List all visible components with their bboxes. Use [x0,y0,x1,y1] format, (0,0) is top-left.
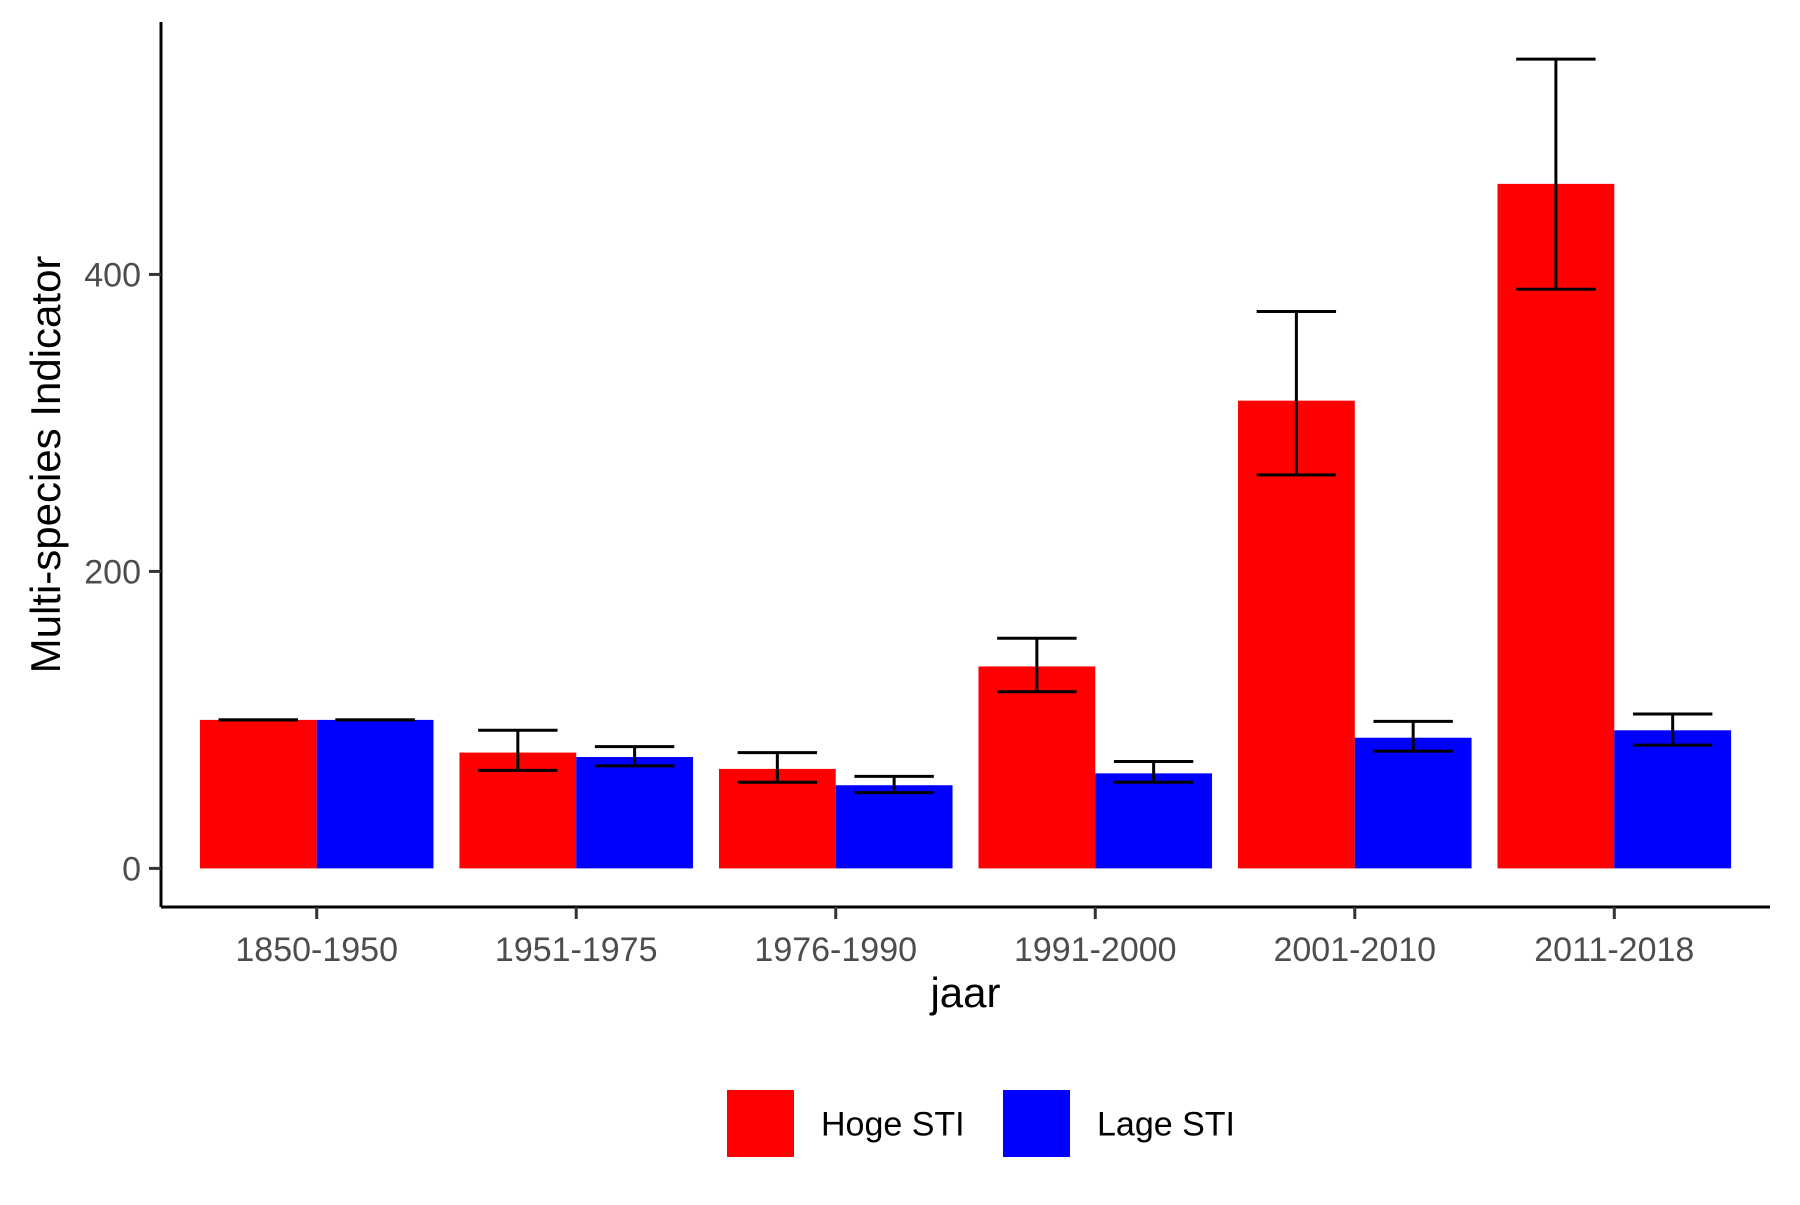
x-ticks: 1850-1950 1951-1975 1976-1990 1991-2000 2001… [235,907,1694,969]
error-bar-hoge-sti-1976-1990 [737,751,818,784]
x-tick-label: 2001-2010 [1273,931,1436,969]
x-axis-title: jaar [928,969,1000,1016]
error-bar-lage-sti-2001-2010 [1373,719,1453,753]
x-tick-label: 1850-1950 [235,931,398,969]
legend: Hoge STI Lage STI [727,1090,1235,1157]
x-tick-label: 1951-1975 [495,931,658,969]
y-axis-title: Multi-species Indicator [22,256,69,674]
bar-lage-sti-1976-1990 [835,785,953,869]
legend-label-hoge-sti: Hoge STI [821,1106,965,1144]
error-bar-hoge-sti-1951-1975 [478,728,558,772]
bar-hoge-sti-1976-1990 [718,768,836,869]
axes-layer [159,22,1770,909]
legend-label-lage-sti: Lage STI [1097,1106,1235,1144]
x-tick-label: 2011-2018 [1534,931,1694,969]
bar-lage-sti-1951-1975 [576,757,694,869]
error-bar-hoge-sti-2011-2018 [1516,57,1596,291]
bar-lage-sti-1850-1950 [316,719,434,869]
legend-key-hoge-sti [727,1090,794,1157]
x-tick-label: 1991-2000 [1014,931,1177,969]
error-bar-hoge-sti-2001-2010 [1256,310,1337,477]
error-bar-lage-sti-1976-1990 [854,774,934,795]
y-tick-label: 200 [84,553,141,591]
error-bar-lage-sti-1951-1975 [594,745,675,768]
bar-hoge-sti-1850-1950 [199,719,317,869]
bar-hoge-sti-2001-2010 [1237,400,1355,869]
y-tick-label: 0 [122,850,141,888]
error-bar-lage-sti-2011-2018 [1632,712,1713,747]
bars-layer [199,183,1732,869]
bar-lage-sti-2011-2018 [1614,730,1732,869]
error-bars-layer [218,57,1713,795]
error-bar-hoge-sti-1991-2000 [997,636,1077,694]
y-ticks: 0 200 400 [84,256,161,888]
legend-key-lage-sti [1003,1090,1070,1157]
y-tick-label: 400 [84,256,141,294]
bar-lage-sti-1991-2000 [1095,773,1213,869]
bar-lage-sti-2001-2010 [1354,737,1472,869]
x-tick-label: 1976-1990 [754,931,917,969]
error-bar-lage-sti-1991-2000 [1113,759,1194,784]
bar-hoge-sti-2011-2018 [1497,183,1615,869]
bar-hoge-sti-1991-2000 [978,666,1096,869]
